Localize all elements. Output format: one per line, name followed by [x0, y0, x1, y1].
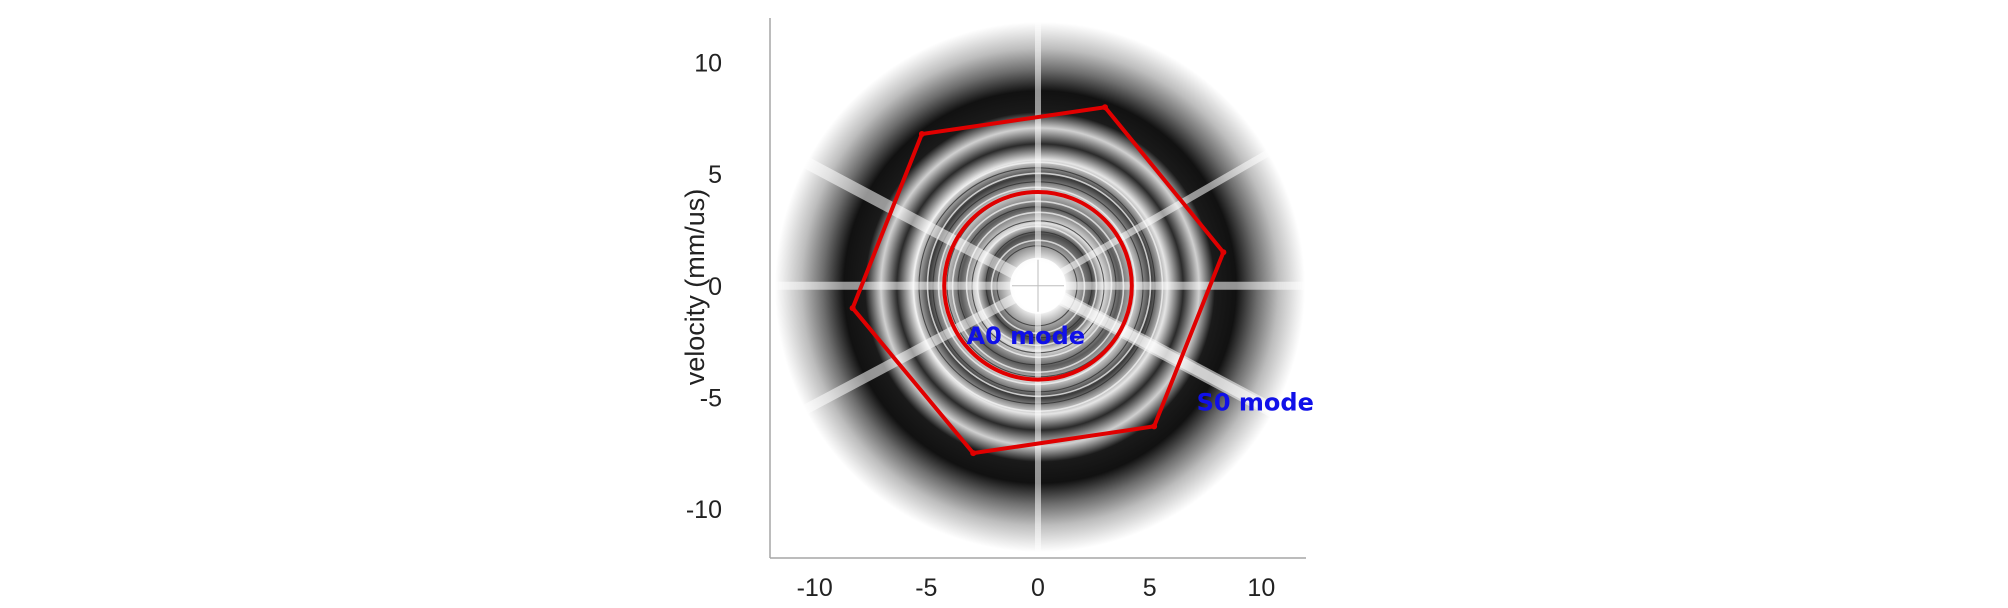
- a0-mode-label: A0 mode: [967, 322, 1086, 350]
- y-tick-label: -10: [686, 496, 722, 524]
- y-tick-label: 0: [708, 273, 722, 301]
- x-tick-label: -10: [797, 574, 833, 602]
- x-tick-label: 10: [1247, 574, 1275, 602]
- x-tick-label: -5: [915, 574, 937, 602]
- a0-mode-circle: [942, 189, 1134, 382]
- mode-curves: [849, 104, 1227, 457]
- ray-line: [770, 139, 1041, 292]
- s0-mode-vertex: [918, 131, 925, 138]
- center-crosshair: [1010, 257, 1066, 314]
- x-tick-labels: -10 -5 0 5 10: [797, 574, 1276, 602]
- y-tick-label: -5: [700, 384, 722, 412]
- s0-mode-vertex: [970, 450, 977, 457]
- bright-rays: [770, 18, 1306, 558]
- ray-line: [1035, 281, 1306, 432]
- y-tick-labels: 10 5 0 -5 -10: [686, 50, 722, 524]
- s0-mode-vertex: [1220, 249, 1227, 256]
- ray-line: [770, 281, 1041, 432]
- x-tick-label: 0: [1031, 574, 1045, 602]
- axes: [769, 18, 1306, 559]
- x-tick-label: 5: [1143, 574, 1157, 602]
- s0-mode-vertex: [1151, 423, 1158, 430]
- mode-labels: A0 mode S0 mode: [967, 322, 1314, 417]
- s0-mode-vertex: [1102, 104, 1108, 111]
- s0-mode-label: S0 mode: [1197, 389, 1314, 417]
- y-axis-label: velocity (mm/us): [680, 189, 710, 386]
- ray-line: [1036, 132, 1300, 289]
- y-tick-label: 5: [708, 161, 722, 189]
- s0-mode-vertex: [849, 305, 856, 312]
- y-tick-label: 10: [694, 50, 722, 78]
